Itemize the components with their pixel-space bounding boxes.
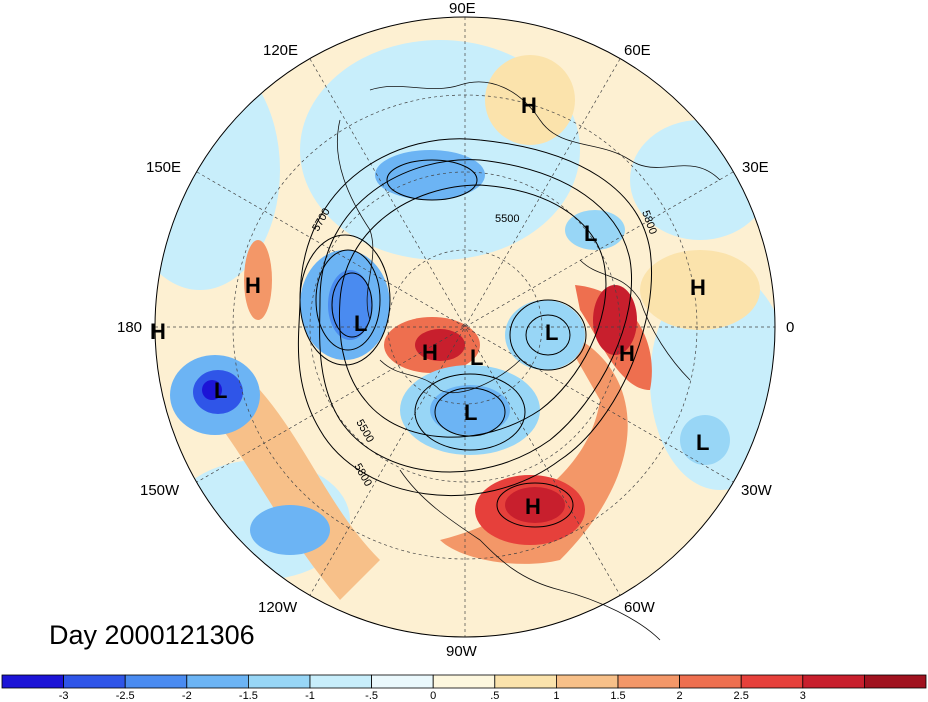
colorbar-swatch (247, 674, 311, 689)
colorbar-swatch (1, 674, 64, 689)
longitude-label: 60W (624, 599, 655, 616)
colorbar-tick-label: 0 (430, 690, 437, 702)
colorbar-tick-label: -2.5 (115, 690, 135, 702)
low-pressure-center: L (470, 345, 483, 370)
longitude-label: 30E (742, 159, 769, 176)
colorbar-swatch (802, 674, 865, 689)
high-pressure-center: H (245, 273, 261, 298)
colorbar (1, 674, 927, 689)
high-pressure-center: H (422, 340, 438, 365)
low-pressure-center: L (545, 320, 558, 345)
colorbar-tick-label: .5 (490, 690, 500, 702)
graticule (155, 17, 775, 637)
colorbar-tick-label: 1 (553, 690, 560, 702)
colorbar-tick-label: -2 (181, 690, 192, 702)
longitude-label: 120W (258, 599, 298, 616)
longitude-label: 0 (786, 319, 795, 336)
longitude-label: 180 (117, 319, 143, 336)
high-pressure-center: H (525, 494, 541, 519)
colorbar-tick-label: -1.5 (238, 690, 258, 702)
colorbar-tick-label: 3 (799, 690, 806, 702)
high-pressure-center: H (150, 319, 166, 344)
colorbar-tick-label: -1 (305, 690, 315, 702)
high-pressure-center: H (690, 275, 706, 300)
map-border (154, 16, 776, 638)
low-pressure-center: L (214, 378, 227, 403)
height-contours (297, 138, 652, 528)
colorbar-tick-label: -.5 (365, 690, 379, 702)
colorbar-swatch (679, 674, 742, 689)
low-pressure-center: L (354, 311, 367, 336)
colorbar-tick-label: 2.5 (733, 690, 749, 702)
day-title: Day 2000121306 (49, 620, 255, 650)
colorbar-swatch (740, 674, 804, 689)
longitude-label: 90W (446, 643, 477, 660)
anomaly-field (155, 17, 775, 637)
colorbar-swatch (371, 674, 434, 689)
colorbar-swatch (617, 674, 680, 689)
colorbar-swatch (864, 674, 927, 689)
longitude-label: 30W (741, 482, 772, 499)
pressure-centers: H H H H H H H L L L L L L L (150, 93, 709, 519)
longitude-label: 60E (624, 42, 651, 59)
low-pressure-center: L (584, 221, 597, 246)
high-pressure-center: H (521, 93, 537, 118)
longitude-label: 90E (449, 0, 476, 17)
longitude-label: 150E (146, 159, 182, 176)
longitude-label: 120E (263, 42, 299, 59)
contour-label: 5500 (495, 213, 519, 225)
longitude-label: 150W (140, 482, 180, 499)
colorbar-swatch (63, 674, 126, 689)
polar-map: 5700 5500 5800 5500 5800 H H H H H H H L… (150, 16, 776, 641)
colorbar-swatch (186, 674, 249, 689)
colorbar-tick-label: 1.5 (610, 690, 626, 702)
colorbar-swatch (124, 674, 188, 689)
colorbar-swatch (556, 674, 619, 689)
coastlines (336, 81, 721, 641)
colorbar-tick-label: -3 (58, 690, 69, 702)
colorbar-tick-label: 2 (676, 690, 683, 702)
low-pressure-center: L (696, 430, 709, 455)
colorbar-swatch (494, 674, 557, 689)
colorbar-swatch (432, 674, 496, 689)
high-pressure-center: H (619, 341, 635, 366)
low-pressure-center: L (464, 400, 477, 425)
colorbar-swatch (309, 674, 372, 689)
